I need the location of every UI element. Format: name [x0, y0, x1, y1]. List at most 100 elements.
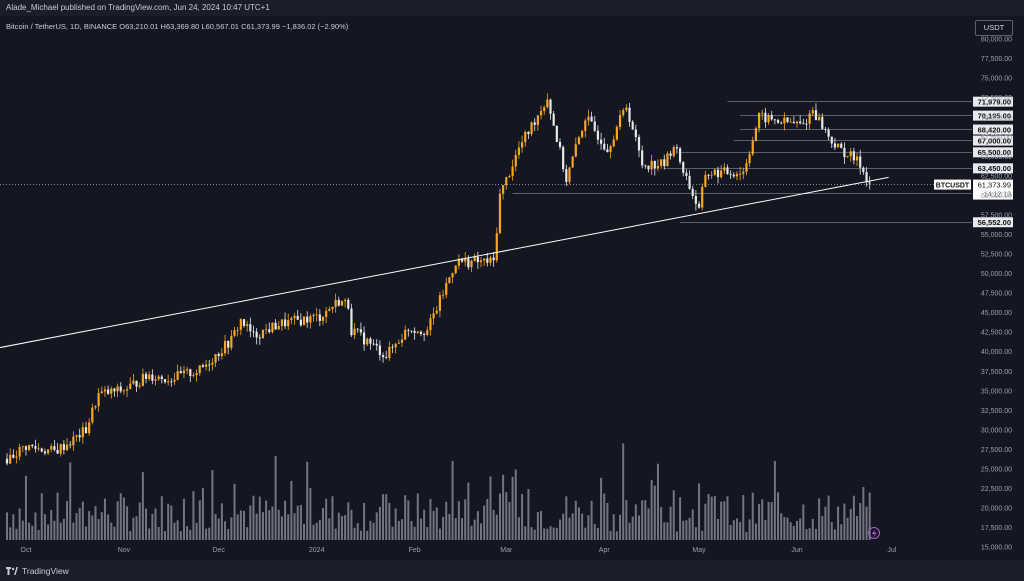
candle-body: [186, 369, 189, 371]
candle-body: [110, 388, 113, 394]
candle-body: [546, 99, 549, 108]
candle-body: [625, 107, 628, 111]
candle-body: [293, 315, 296, 319]
volume-bar: [666, 522, 669, 540]
volume-bar: [581, 513, 584, 540]
candle-body: [59, 444, 62, 454]
candle-body: [157, 376, 160, 380]
time-tick-label: Feb: [409, 547, 421, 554]
volume-bar: [480, 523, 482, 540]
candle-body: [208, 364, 211, 366]
symbol-name[interactable]: Bitcoin / TetherUS, 1D, BINANCE: [6, 22, 118, 31]
price-tick-label: 57,500.00: [981, 212, 1012, 219]
volume-bar: [691, 509, 694, 540]
candle-body: [94, 406, 97, 408]
volume-bar: [735, 518, 738, 540]
volume-bar: [18, 508, 21, 540]
candle-body: [344, 299, 347, 302]
volume-bar: [154, 508, 157, 540]
volume-bar: [413, 526, 416, 540]
volume-bar: [176, 520, 179, 540]
price-tick-label: 75,000.00: [981, 76, 1012, 83]
volume-bar: [821, 515, 824, 540]
volume-bar: [397, 520, 400, 540]
candle-body: [451, 273, 454, 278]
countdown-value: 14:12:13: [984, 192, 1011, 199]
price-tick-label: 65,000.00: [981, 154, 1012, 161]
time-tick-label: Mar: [500, 547, 513, 554]
volume-bar: [423, 509, 426, 540]
candle-body: [189, 369, 192, 376]
lightning-icon: [868, 527, 880, 539]
candle-body: [40, 448, 43, 452]
volume-bar: [100, 512, 103, 540]
candle-body: [397, 342, 400, 344]
candle-body: [15, 456, 18, 458]
open-value: O63,210.01: [119, 22, 159, 31]
candle-body: [590, 116, 593, 122]
volume-bar: [739, 522, 742, 540]
volume-bar: [157, 526, 160, 540]
candle-body: [340, 301, 344, 306]
volume-bar: [533, 529, 536, 540]
volume-bar: [846, 517, 849, 540]
candle-body: [34, 446, 37, 449]
volume-bar: [160, 496, 163, 540]
candle-body: [489, 257, 492, 263]
volume-bar: [363, 502, 366, 540]
price-chart[interactable]: 71,979.00 70,195.00 68,420.00 67,000.00 65,5…: [0, 16, 1024, 560]
candle-body: [129, 383, 132, 390]
tradingview-logo-icon: [6, 567, 18, 575]
volume-bar: [808, 528, 811, 540]
candle-body: [764, 112, 767, 123]
candle-body: [735, 173, 739, 177]
tradingview-brand[interactable]: TradingView: [6, 566, 69, 576]
volume-bar: [340, 515, 343, 540]
volume-bar: [660, 507, 663, 540]
volume-bar: [745, 531, 748, 540]
candle-body: [391, 346, 394, 348]
candle-body: [375, 343, 378, 346]
volume-bar: [596, 527, 599, 540]
volume-bar: [761, 499, 764, 540]
volume-bar: [470, 525, 473, 540]
volume-bar: [66, 501, 69, 540]
price-level-tag: [973, 124, 1013, 135]
volume-bar: [129, 531, 132, 540]
candle-body: [81, 427, 84, 438]
volume-bar: [435, 507, 438, 540]
time-tick-label: Dec: [212, 547, 225, 554]
volume-bar: [656, 463, 659, 540]
volume-bar: [258, 496, 261, 540]
candle-body: [103, 389, 107, 392]
candle-body: [280, 319, 284, 327]
volume-bar: [647, 508, 650, 540]
price-tick-label: 42,500.00: [981, 330, 1012, 337]
price-tick-label: 20,000.00: [981, 506, 1012, 513]
candle-body: [628, 107, 631, 122]
volume-bar: [214, 513, 217, 540]
candle-body: [792, 121, 795, 124]
currency-button[interactable]: USDT: [975, 20, 1013, 36]
candle-body: [840, 143, 843, 148]
candle-body: [413, 330, 416, 333]
candle-body: [53, 446, 56, 450]
candle-body: [524, 131, 527, 143]
volume-bar: [634, 504, 637, 540]
volume-bar: [751, 492, 754, 540]
volume-bar: [568, 517, 571, 540]
volume-bar: [356, 523, 359, 540]
price-tick-label: 17,500.00: [981, 525, 1012, 532]
volume-bar: [116, 501, 119, 540]
volume-bar: [814, 528, 817, 540]
volume-bar: [489, 476, 492, 540]
volume-bar: [729, 524, 732, 540]
candle-body: [836, 143, 840, 148]
candle-body: [359, 329, 363, 333]
volume-bar: [429, 498, 432, 540]
candle-body: [865, 172, 868, 183]
volume-bar: [309, 488, 312, 540]
price-level-tag: [973, 147, 1013, 158]
candle-body: [685, 172, 688, 176]
candle-body: [612, 139, 615, 147]
